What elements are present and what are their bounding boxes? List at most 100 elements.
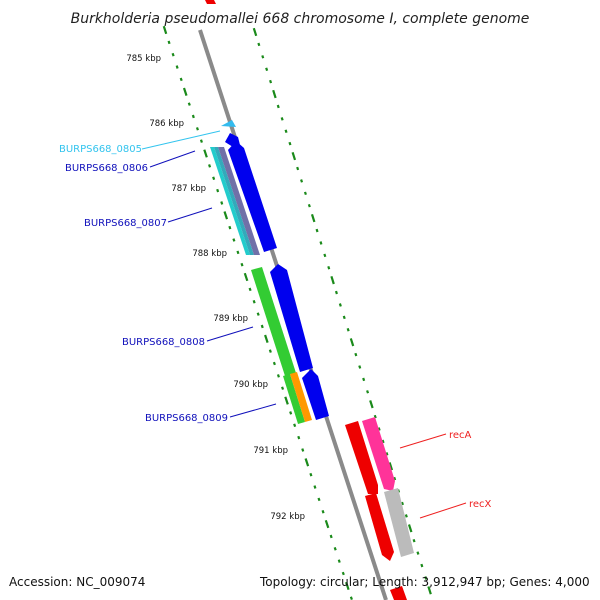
track-dash xyxy=(354,352,358,357)
gene-label-0808[interactable]: BURPS668_0808 xyxy=(122,337,205,348)
track-dash xyxy=(345,581,350,591)
track-dash xyxy=(381,439,385,444)
track-dash xyxy=(333,547,337,551)
track-dash xyxy=(341,571,345,576)
map-title: Burkholderia pseudomallei 668 chromosome… xyxy=(71,11,530,27)
track-dash xyxy=(297,435,301,440)
track-dash xyxy=(191,114,195,119)
blue-gene-c[interactable] xyxy=(302,369,329,420)
track-dash xyxy=(321,509,325,514)
track-dash xyxy=(424,576,428,580)
track-dash xyxy=(199,139,203,143)
track-dash xyxy=(330,275,335,285)
track-dash xyxy=(400,501,404,506)
track-dash xyxy=(179,77,183,82)
track-dash xyxy=(420,563,424,568)
gene-label-recx[interactable]: recX xyxy=(469,499,492,510)
track-dash xyxy=(182,87,188,96)
track-dash xyxy=(220,201,224,205)
track-dash xyxy=(329,534,333,539)
track-dash xyxy=(373,414,377,419)
track-dash xyxy=(212,176,216,181)
track-dash xyxy=(427,586,432,595)
tick-label: 790 kbp xyxy=(233,380,268,390)
track-dash xyxy=(228,225,232,230)
gene-feature-recx-gray[interactable] xyxy=(384,488,414,557)
track-dash xyxy=(272,89,277,99)
track-dash xyxy=(272,361,276,366)
track-dash xyxy=(304,458,310,467)
track-dash xyxy=(327,265,331,270)
track-dash xyxy=(301,448,305,452)
tick-label: 788 kbp xyxy=(192,249,227,259)
track-dash xyxy=(393,476,397,481)
track-dash xyxy=(317,497,321,502)
track-dash xyxy=(385,452,389,456)
track-dash xyxy=(313,485,317,489)
track-dash xyxy=(208,164,212,168)
track-dash xyxy=(248,287,252,292)
track-dash xyxy=(257,42,261,47)
track-dash xyxy=(268,349,272,353)
gene-feature-0806[interactable] xyxy=(210,147,250,255)
track-dash xyxy=(284,396,289,405)
track-dash xyxy=(366,390,370,394)
rec-features xyxy=(345,417,414,600)
track-dash xyxy=(264,334,269,343)
track-dash xyxy=(300,179,304,183)
topology-text: Topology: circular; Length: 3,912,947 bp… xyxy=(260,575,590,589)
gene-feature-recx-red[interactable] xyxy=(365,493,394,561)
tick-label: 787 kbp xyxy=(171,184,206,194)
track-dash xyxy=(362,377,366,382)
orange-gene[interactable] xyxy=(290,372,312,422)
track-dash xyxy=(261,55,265,59)
gene-label-0805[interactable]: BURPS668_0805 xyxy=(59,144,142,155)
track-dash xyxy=(236,250,240,255)
tick-label: 789 kbp xyxy=(213,314,248,324)
track-dash xyxy=(358,365,362,369)
gene-label-reca[interactable]: recA xyxy=(449,430,472,441)
track-dash xyxy=(232,238,236,242)
track-dash xyxy=(369,400,374,409)
track-dash xyxy=(195,127,199,131)
blue-gene-b[interactable] xyxy=(270,264,313,372)
track-dash xyxy=(346,327,350,332)
blue-gene-a[interactable] xyxy=(228,141,277,252)
track-dash xyxy=(416,551,420,555)
track-dash xyxy=(252,299,256,304)
track-dash xyxy=(175,65,179,69)
track-dash xyxy=(162,25,168,35)
gene-label-0809[interactable]: BURPS668_0809 xyxy=(145,413,228,424)
accession-text: Accession: NC_009074 xyxy=(9,575,146,589)
track-dash xyxy=(323,253,327,258)
track-dash xyxy=(309,472,313,477)
track-dash xyxy=(377,427,381,431)
gene-features xyxy=(210,120,329,424)
track-dash xyxy=(276,374,280,378)
gene-label-0806[interactable]: BURPS668_0806 xyxy=(65,163,148,174)
gene-feature-reca-red[interactable] xyxy=(345,421,378,494)
track-dash xyxy=(276,104,280,109)
track-dash xyxy=(303,191,307,196)
gene-feature-0805[interactable] xyxy=(221,120,236,127)
track-dash xyxy=(256,312,260,316)
track-dash xyxy=(388,462,394,471)
track-dash xyxy=(310,213,316,223)
track-dash xyxy=(337,559,341,563)
track-dash xyxy=(349,596,353,600)
track-dash xyxy=(223,211,229,220)
gene-feature-0809[interactable] xyxy=(283,374,305,424)
gene-label-0807[interactable]: BURPS668_0807 xyxy=(84,218,167,229)
gene-feature-0808[interactable] xyxy=(251,267,296,376)
track-dash xyxy=(296,166,300,171)
gene-feature-reca-pink[interactable] xyxy=(362,417,395,491)
track-dash xyxy=(240,262,244,267)
track-dash xyxy=(243,272,249,282)
tick-label: 791 kbp xyxy=(253,446,288,456)
track-dash xyxy=(307,203,311,208)
track-dash xyxy=(280,117,284,121)
gene-labels: BURPS668_0805 BURPS668_0806 BURPS668_080… xyxy=(59,144,492,510)
gene-feature-0807[interactable] xyxy=(218,147,260,255)
tick-labels: 785 kbp 786 kbp 787 kbp 788 kbp 789 kbp … xyxy=(126,54,305,522)
